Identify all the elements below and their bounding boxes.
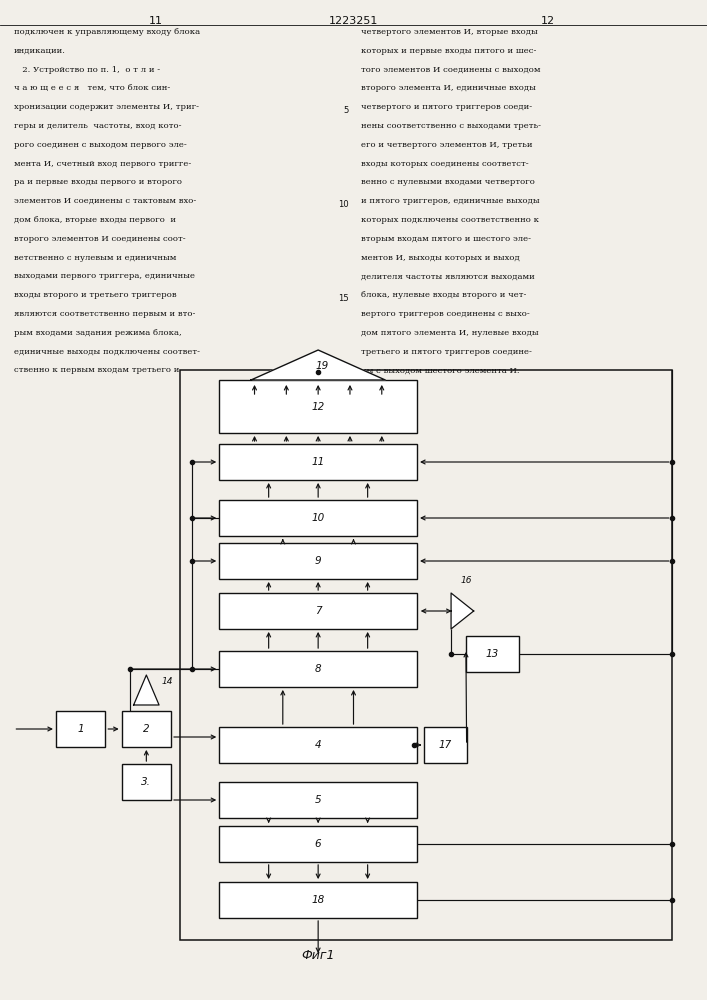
- Text: 16: 16: [461, 576, 472, 585]
- Bar: [219, 380, 417, 433]
- Text: 9: 9: [315, 556, 322, 566]
- Text: ментов И, выходы которых и выход: ментов И, выходы которых и выход: [361, 254, 520, 262]
- Text: единичные выходы подключены соответ-: единичные выходы подключены соответ-: [14, 348, 200, 356]
- Text: 1: 1: [77, 724, 84, 734]
- Bar: [180, 370, 672, 940]
- Text: 2. Устройство по п. 1,  о т л и -: 2. Устройство по п. 1, о т л и -: [14, 66, 160, 74]
- Point: [408, 737, 419, 753]
- Polygon shape: [451, 593, 474, 629]
- Text: 18: 18: [312, 895, 325, 905]
- Text: ственно к первым входам третьего и: ственно к первым входам третьего и: [14, 366, 180, 374]
- Text: 3.: 3.: [141, 777, 151, 787]
- Text: дом пятого элемента И, нулевые входы: дом пятого элемента И, нулевые входы: [361, 329, 538, 337]
- Point: [666, 510, 677, 526]
- Text: 13: 13: [486, 649, 499, 659]
- Text: вертого триггеров соединены с выхо-: вертого триггеров соединены с выхо-: [361, 310, 530, 318]
- Bar: [56, 711, 105, 747]
- Text: 10: 10: [312, 513, 325, 523]
- Point: [666, 646, 677, 662]
- Text: вторым входам пятого и шестого эле-: вторым входам пятого и шестого эле-: [361, 235, 530, 243]
- Bar: [219, 444, 417, 480]
- Text: 12: 12: [312, 402, 325, 412]
- Text: 5: 5: [344, 106, 349, 115]
- Text: 4: 4: [315, 740, 322, 750]
- Bar: [219, 826, 417, 862]
- Text: и пятого триггеров, единичные выходы: и пятого триггеров, единичные выходы: [361, 197, 539, 205]
- Point: [187, 510, 198, 526]
- Text: 19: 19: [315, 361, 328, 371]
- Polygon shape: [251, 350, 385, 380]
- Text: четвертого элементов И, вторые входы: четвертого элементов И, вторые входы: [361, 28, 537, 36]
- Text: 5: 5: [315, 795, 322, 805]
- Text: венно с нулевыми входами четвертого: венно с нулевыми входами четвертого: [361, 178, 534, 186]
- Text: которых подключены соответственно к: которых подключены соответственно к: [361, 216, 539, 224]
- Text: второго элементов И соединены соот-: второго элементов И соединены соот-: [14, 235, 186, 243]
- Text: 8: 8: [315, 664, 322, 674]
- Text: делителя частоты являются выходами: делителя частоты являются выходами: [361, 272, 534, 280]
- Text: четвертого и пятого триггеров соеди-: четвертого и пятого триггеров соеди-: [361, 103, 532, 111]
- Point: [187, 661, 198, 677]
- Text: Фиг1: Фиг1: [301, 949, 335, 962]
- Text: нены соответственно с выходами треть-: нены соответственно с выходами треть-: [361, 122, 541, 130]
- Text: которых и первые входы пятого и шес-: которых и первые входы пятого и шес-: [361, 47, 536, 55]
- Text: рым входами задания режима блока,: рым входами задания режима блока,: [14, 329, 182, 337]
- Bar: [219, 651, 417, 687]
- Text: геры и делитель  частоты, вход кото-: геры и делитель частоты, вход кото-: [14, 122, 182, 130]
- Bar: [219, 543, 417, 579]
- Text: 17: 17: [439, 740, 452, 750]
- Text: второго элемента И, единичные входы: второго элемента И, единичные входы: [361, 84, 535, 92]
- Bar: [424, 727, 467, 763]
- Point: [666, 892, 677, 908]
- Text: являются соответственно первым и вто-: являются соответственно первым и вто-: [14, 310, 196, 318]
- Text: 6: 6: [315, 839, 322, 849]
- Text: 7: 7: [315, 606, 322, 616]
- Point: [445, 646, 457, 662]
- Point: [666, 836, 677, 852]
- Point: [666, 454, 677, 470]
- Text: 11: 11: [148, 16, 163, 26]
- Text: 12: 12: [541, 16, 555, 26]
- Text: 11: 11: [312, 457, 325, 467]
- Bar: [219, 727, 417, 763]
- Point: [187, 553, 198, 569]
- Bar: [466, 636, 519, 672]
- Text: выходами первого триггера, единичные: выходами первого триггера, единичные: [14, 272, 195, 280]
- Text: подключен к управляющему входу блока: подключен к управляющему входу блока: [14, 28, 200, 36]
- Bar: [122, 711, 171, 747]
- Text: дом блока, вторые входы первого  и: дом блока, вторые входы первого и: [14, 216, 176, 224]
- Polygon shape: [134, 675, 159, 705]
- Text: ра и первые входы первого и второго: ра и первые входы первого и второго: [14, 178, 182, 186]
- Text: блока, нулевые входы второго и чет-: блока, нулевые входы второго и чет-: [361, 291, 526, 299]
- Text: индикации.: индикации.: [14, 47, 66, 55]
- Text: рого соединен с выходом первого эле-: рого соединен с выходом первого эле-: [14, 141, 187, 149]
- Text: ч а ю щ е е с я   тем, что блок син-: ч а ю щ е е с я тем, что блок син-: [14, 84, 170, 92]
- Point: [666, 553, 677, 569]
- Text: 2: 2: [143, 724, 150, 734]
- Text: третьего и пятого триггеров соедине-: третьего и пятого триггеров соедине-: [361, 348, 532, 356]
- Text: входы второго и третьего триггеров: входы второго и третьего триггеров: [14, 291, 177, 299]
- Bar: [219, 500, 417, 536]
- Text: ны с выходом шестого элемента И.: ны с выходом шестого элемента И.: [361, 366, 519, 374]
- Bar: [122, 764, 171, 800]
- Bar: [219, 593, 417, 629]
- Text: 10: 10: [339, 200, 349, 209]
- Point: [187, 454, 198, 470]
- Bar: [219, 782, 417, 818]
- Text: его и четвертого элементов И, третьи: его и четвертого элементов И, третьи: [361, 141, 532, 149]
- Text: 14: 14: [162, 677, 173, 686]
- Text: того элементов И соединены с выходом: того элементов И соединены с выходом: [361, 66, 540, 74]
- Bar: [219, 882, 417, 918]
- Point: [312, 364, 324, 380]
- Text: входы которых соединены соответст-: входы которых соединены соответст-: [361, 160, 528, 168]
- Point: [124, 661, 136, 677]
- Text: элементов И соединены с тактовым вхо-: элементов И соединены с тактовым вхо-: [14, 197, 197, 205]
- Text: хронизации содержит элементы И, триг-: хронизации содержит элементы И, триг-: [14, 103, 199, 111]
- Text: 15: 15: [339, 294, 349, 303]
- Text: ветственно с нулевым и единичным: ветственно с нулевым и единичным: [14, 254, 177, 262]
- Text: 1223251: 1223251: [329, 16, 378, 26]
- Text: мента И, счетный вход первого тригге-: мента И, счетный вход первого тригге-: [14, 160, 192, 168]
